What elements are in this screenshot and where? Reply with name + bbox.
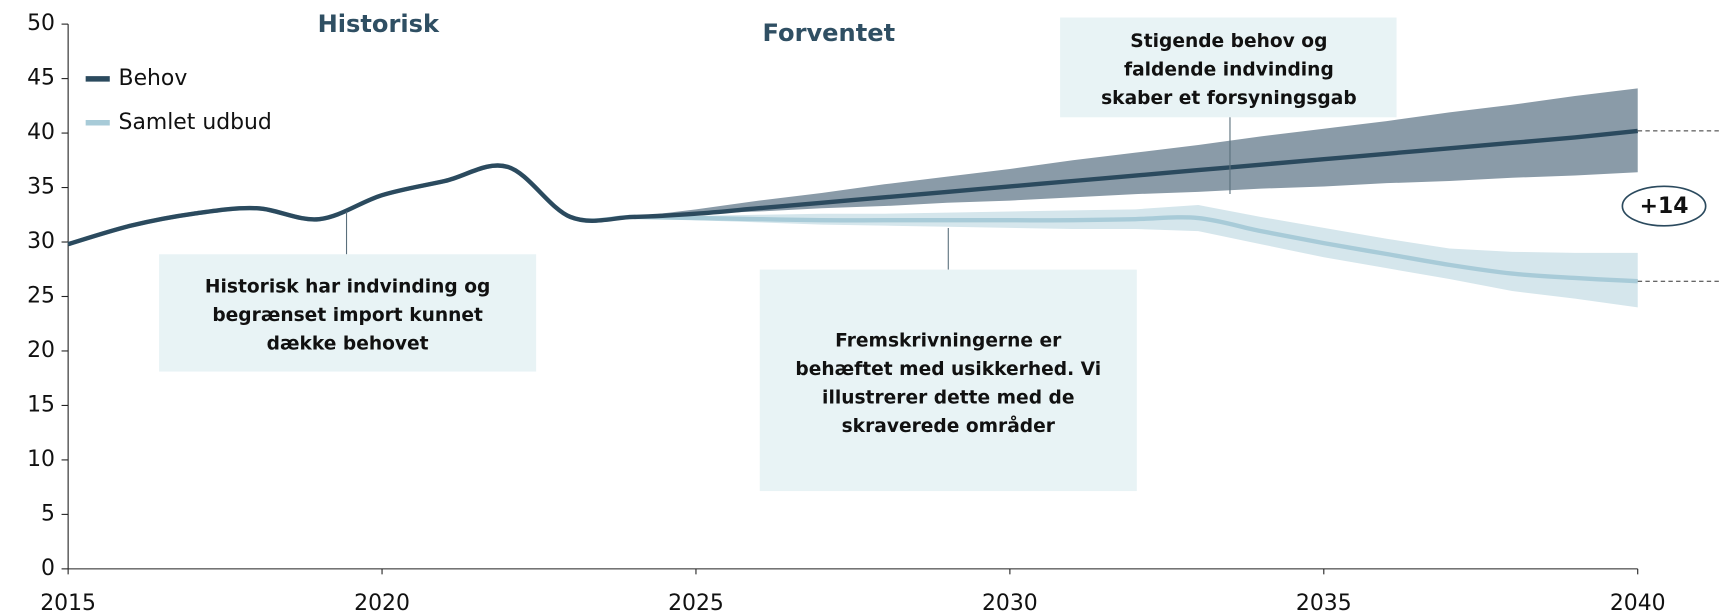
y-tick-label: 20 [27,338,55,363]
annotation-text: begrænset import kunnet [212,305,483,326]
x-tick-label: 2040 [1610,591,1666,616]
x-tick-label: 2035 [1296,591,1352,616]
uncertainty-band [633,204,1638,308]
annotation-text: illustrerer dette med de [822,387,1074,408]
annotation-text: dække behovet [267,334,429,355]
gap-badge [1621,185,1707,227]
section-label: Historisk [318,10,440,38]
y-tick-label: 40 [27,120,55,145]
legend-label: Samlet udbud [119,110,272,135]
y-tick-label: 35 [27,175,55,200]
annotation-text: Historisk har indvinding og [205,277,490,298]
gap-label: +14 [1640,194,1689,219]
annotation-text: Fremskrivningerne er [835,330,1062,351]
y-tick-label: 30 [27,229,55,254]
y-tick-label: 50 [27,11,55,36]
y-tick-label: 5 [41,501,55,526]
y-tick-label: 0 [41,556,55,581]
x-tick-label: 2015 [40,591,96,616]
annotation-text: skaber et forsyningsgab [1101,88,1357,109]
x-tick-label: 2030 [982,591,1038,616]
annotation-text: behæftet med usikkerhed. Vi [795,359,1101,380]
annotation: Stigende behov og faldende indvinding sk… [1060,17,1397,195]
annotation: Fremskrivningerne er behæftet med usikke… [759,227,1137,492]
y-tick-label: 15 [27,392,55,417]
annotation-text: skraverede områder [842,413,1056,437]
y-tick-label: 10 [27,447,55,472]
section-label: Forventet [763,19,896,47]
annotation-box [159,254,537,372]
y-tick-label: 45 [27,66,55,91]
annotation-text: Stigende behov og [1130,31,1327,52]
annotation-box [1060,17,1397,118]
annotation: Historisk har indvinding og begrænset im… [159,211,537,372]
annotation-text: faldende indvinding [1124,60,1334,81]
uncertainty-band [633,88,1638,217]
annotation-box [759,269,1137,492]
legend-label: Behov [119,66,188,91]
x-tick-label: 2020 [354,591,410,616]
y-tick-label: 25 [27,283,55,308]
x-tick-label: 2025 [668,591,724,616]
line [67,128,1638,247]
